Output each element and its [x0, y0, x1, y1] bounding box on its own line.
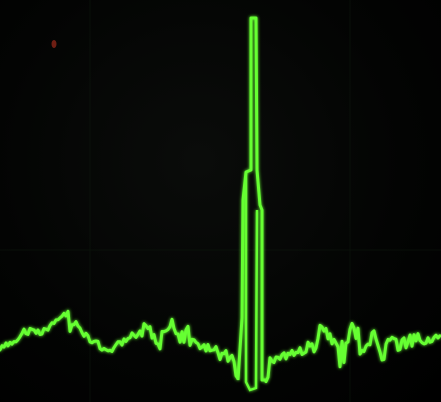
pulse-spike	[236, 16, 266, 382]
signal-trace	[0, 16, 441, 392]
pulse-spike-inner	[244, 172, 259, 392]
red-speck	[51, 40, 57, 48]
